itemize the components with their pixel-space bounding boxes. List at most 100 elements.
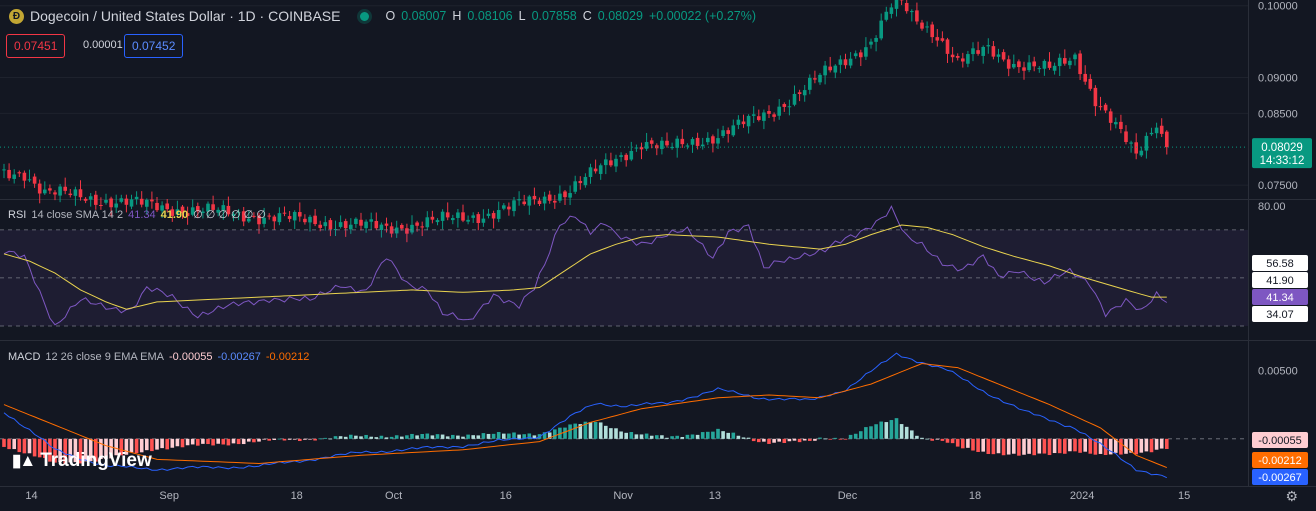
macd-histogram-bar [1165,438,1169,449]
macd-histogram-bar [762,438,766,442]
candle-body [680,138,685,145]
candle-body [930,24,934,38]
candle-body [58,186,62,196]
close-label: C [582,9,592,23]
symbol-title[interactable]: Dogecoin / United States Dollar · 1D · C… [30,8,341,24]
candle-body [1052,65,1057,71]
candle-body [808,77,812,90]
macd-histogram-bar [22,438,27,454]
candle-body [762,112,766,121]
macd-histogram-bar [950,438,955,444]
candle-body [568,193,572,198]
macd-legend[interactable]: MACD 12 26 close 9 EMA EMA -0.00055 -0.0026… [8,351,314,363]
macd-histogram-bar [287,438,292,440]
candle-body [542,196,547,204]
macd-histogram-bar [1047,438,1052,456]
macd-histogram-bar [282,438,287,441]
macd-histogram-bar [767,438,771,444]
macd-histogram-bar [471,435,475,439]
macd-histogram-bar [466,434,470,439]
candle-body [869,41,873,45]
candle-body [639,147,644,150]
macd-histogram-bar [1154,438,1159,450]
candle-body [598,165,603,174]
macd-histogram-bar [1119,438,1123,455]
macd-histogram-bar [981,438,985,452]
macd-value-label: -0.00267 [1258,472,1301,484]
macd-histogram-bar [206,438,210,445]
candle-body [604,159,608,166]
buy-price-button[interactable]: 0.07452 [124,34,184,58]
signal-line [3,362,1167,469]
candle-body [1006,59,1011,69]
macd-histogram-bar [88,438,93,462]
candle-body [619,155,623,157]
macd-hist-label-badge [1252,432,1308,448]
candle-body [277,213,282,223]
macd-histogram-bar [1078,438,1082,453]
candle-body [884,11,889,20]
macd-histogram-bar [384,437,389,439]
rsi-legend[interactable]: RSI 14 close SMA 14 2 41.34 41.90 ∅ ∅ ∅ ∅ ∅ … [8,208,271,221]
macd-histogram-bar [247,438,251,442]
spread-value: 0.00001 [83,39,123,51]
macd-histogram-bar [257,438,261,442]
signal-legend-value: -0.00212 [265,351,310,363]
candle-body [971,48,975,55]
macd-histogram-bar [124,438,129,455]
candle-body [359,219,363,226]
candle-body [945,39,950,54]
candle-body [1032,61,1036,67]
gear-icon[interactable]: ⚙ [1285,488,1298,504]
macd-histogram-bar [609,428,613,439]
macd-histogram-bar [741,437,746,439]
macd-histogram-bar [160,438,164,449]
candle-body [17,172,22,174]
candle-body [461,212,465,221]
macd-histogram-bar [445,436,450,439]
candle-body [451,218,455,221]
symbol-header[interactable]: Ð Dogecoin / United States Dollar · 1D ·… [9,8,756,24]
macd-histogram-bar [864,427,868,439]
candle-body [119,198,124,202]
candle-body [527,196,532,206]
macd-histogram-bar [660,435,664,439]
candle-body [1088,78,1093,89]
macd-hist-legend-value: -0.00055 [169,351,213,363]
candle-body [68,193,73,196]
macd-histogram-bar [808,438,812,441]
macd-histogram-bar [746,437,751,439]
candle-body [955,56,960,58]
candle-body [1114,122,1118,125]
candle-body [486,213,491,216]
candle-body [12,174,16,179]
candle-body [165,203,169,210]
candle-body [1108,111,1113,123]
candle-body [272,216,277,222]
tradingview-watermark: ▮▲ TradingView [12,450,152,472]
macd-histogram-bar [685,434,690,439]
candle-body [1022,67,1026,71]
macd-histogram-bar [400,436,404,439]
sell-price-button[interactable]: 0.07451 [6,34,66,58]
candle-body [282,212,287,214]
candle-body [910,11,914,13]
candle-body [1037,68,1042,70]
candle-body [354,218,358,224]
macd-histogram-bar [109,438,113,459]
candle-body [1017,61,1021,68]
macd-histogram-bar [996,438,1001,454]
macd-histogram-bar [971,438,975,451]
macd-histogram-bar [308,438,312,440]
candle-body [471,215,475,218]
macd-histogram-bar [940,438,945,441]
candle-body [287,216,292,219]
macd-histogram-bar [904,426,909,439]
macd-histogram-bar [629,432,634,439]
candle-body [7,169,11,179]
candle-body [1047,61,1052,68]
candle-body [32,176,37,184]
macd-histogram-bar [379,435,384,439]
macd-histogram-bar [772,438,776,443]
macd-histogram-bar [430,435,435,439]
